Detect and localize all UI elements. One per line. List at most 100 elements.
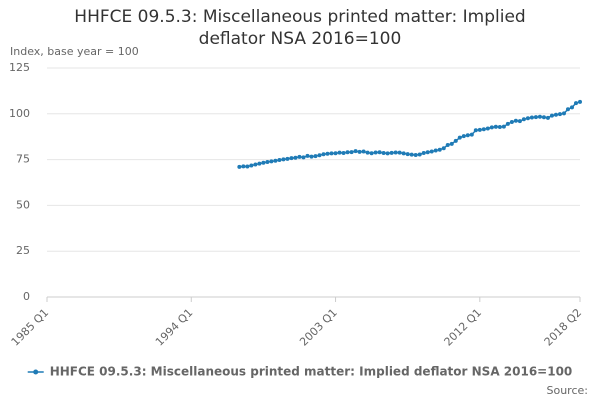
point	[389, 150, 394, 155]
point	[497, 124, 502, 129]
point	[333, 151, 338, 156]
point	[453, 138, 458, 143]
point	[485, 126, 490, 131]
y-axis-label: Index, base year = 100	[10, 45, 139, 58]
point	[353, 149, 358, 154]
point	[281, 157, 286, 162]
point	[437, 147, 442, 152]
point	[493, 124, 498, 129]
point	[357, 149, 362, 154]
point	[237, 164, 242, 169]
point	[421, 151, 426, 156]
point	[429, 149, 434, 154]
y-tick-label: 50	[16, 198, 30, 211]
legend-item: HHFCE 09.5.3: Miscellaneous printed matt…	[27, 365, 573, 379]
point	[361, 149, 366, 154]
point	[501, 124, 506, 129]
point	[345, 150, 350, 155]
legend-label: HHFCE 09.5.3: Miscellaneous printed matt…	[50, 365, 573, 379]
point	[245, 164, 250, 169]
point	[365, 150, 370, 155]
point	[433, 148, 438, 153]
point	[265, 159, 270, 164]
point	[385, 151, 390, 156]
point	[545, 115, 550, 120]
point	[578, 99, 582, 104]
point	[241, 164, 246, 169]
point	[273, 158, 278, 163]
point	[369, 151, 374, 156]
point	[529, 115, 534, 120]
y-tick-label: 0	[23, 290, 30, 303]
point	[257, 161, 262, 166]
point	[313, 154, 318, 159]
point	[517, 119, 522, 124]
point	[289, 156, 294, 161]
point	[377, 150, 382, 155]
x-tick-label: 1994 Q1	[153, 306, 196, 349]
point	[557, 112, 562, 117]
point	[321, 152, 326, 157]
point	[417, 152, 422, 157]
point	[261, 160, 266, 165]
point	[553, 112, 558, 117]
point	[349, 150, 354, 155]
point	[533, 115, 538, 120]
point	[537, 114, 542, 119]
point	[505, 121, 510, 126]
point	[325, 151, 330, 156]
point	[509, 120, 514, 125]
point	[477, 127, 482, 132]
point	[393, 150, 398, 155]
point	[397, 150, 402, 155]
point	[449, 141, 454, 146]
point	[409, 152, 414, 157]
point	[521, 117, 526, 122]
point	[469, 132, 474, 137]
point	[253, 162, 258, 167]
y-tick-label: 100	[9, 107, 30, 120]
point	[425, 150, 430, 155]
point	[373, 150, 378, 155]
point	[513, 118, 518, 123]
point	[473, 128, 478, 133]
point	[445, 142, 450, 147]
point	[441, 146, 446, 151]
x-tick-label: 2018 Q2	[542, 306, 585, 349]
point	[525, 116, 530, 121]
x-tick-label: 2003 Q1	[297, 306, 340, 349]
point	[285, 156, 290, 161]
point	[337, 150, 342, 155]
point	[309, 154, 314, 159]
point	[565, 107, 570, 112]
point	[489, 125, 494, 130]
point	[277, 157, 282, 162]
point	[297, 154, 302, 159]
y-tick-label: 25	[16, 244, 30, 257]
source: Source:	[547, 384, 589, 397]
y-tick-label: 125	[9, 61, 30, 74]
x-tick-label: 1985 Q1	[9, 306, 52, 349]
point	[329, 151, 334, 156]
point	[293, 155, 298, 160]
point	[549, 113, 554, 118]
point	[401, 151, 406, 156]
point	[341, 151, 346, 156]
y-tick-label: 75	[16, 153, 30, 166]
point	[269, 159, 274, 164]
point	[301, 155, 306, 160]
point	[461, 134, 466, 139]
point	[465, 133, 470, 138]
x-tick-label: 2012 Q1	[442, 306, 485, 349]
chart-title: HHFCE 09.5.3: Miscellaneous printed matt…	[74, 7, 526, 49]
point	[305, 153, 310, 158]
point	[249, 163, 254, 168]
point	[561, 111, 566, 116]
point	[573, 101, 578, 106]
point	[381, 151, 386, 156]
point	[569, 105, 574, 110]
point	[405, 152, 410, 157]
point	[457, 135, 462, 140]
